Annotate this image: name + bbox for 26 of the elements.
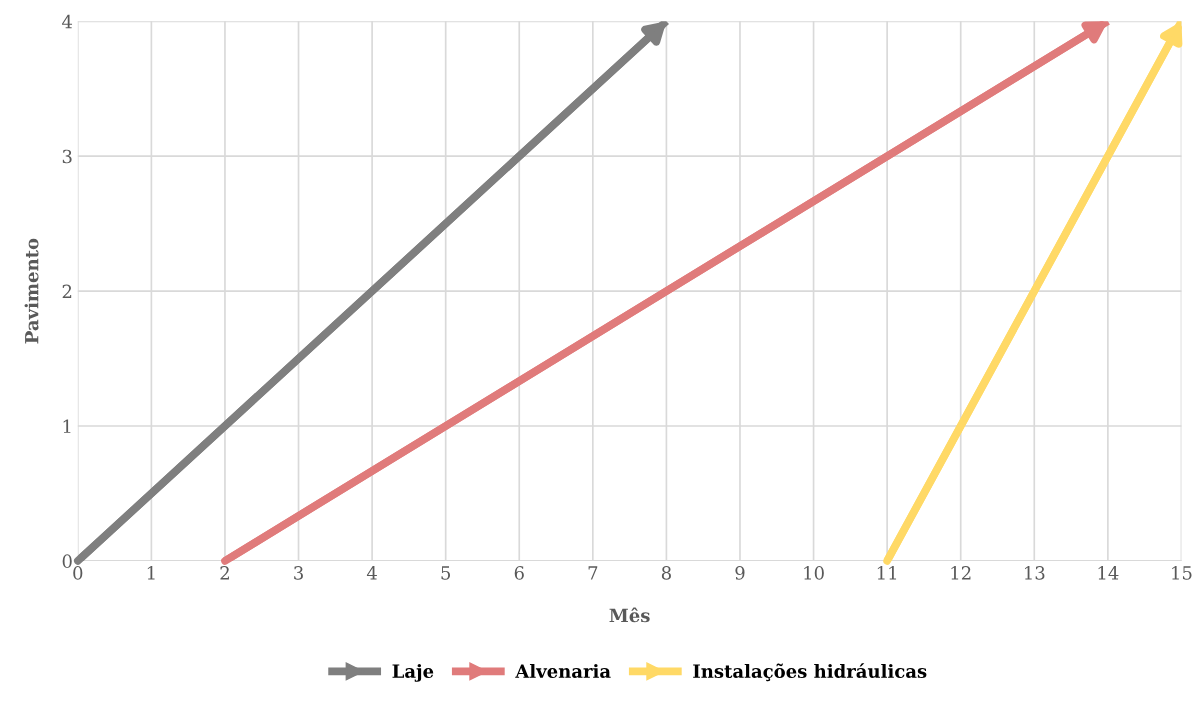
x-tick-label: 12 (951, 566, 971, 580)
y-axis-title: Pavimento (24, 238, 39, 344)
x-tick-label: 13 (1025, 566, 1045, 580)
x-tick-label: 11 (877, 566, 897, 580)
x-tick-label: 14 (1098, 566, 1119, 580)
y-tick-label: 3 (62, 149, 72, 164)
legend-label: Laje (392, 663, 434, 682)
x-tick-label: 2 (220, 566, 229, 580)
x-tick-label: 8 (661, 566, 671, 580)
x-tick-label: 0 (73, 566, 83, 580)
x-axis-title: Mês (609, 607, 650, 623)
x-tick-label: 7 (588, 566, 598, 580)
y-tick-label: 4 (62, 14, 73, 29)
y-tick-label: 1 (63, 419, 71, 433)
legend-label: Alvenaria (515, 663, 611, 678)
x-tick-label: 15 (1172, 566, 1192, 580)
legend-label: Instalações hidráulicas (693, 663, 927, 682)
x-tick-label: 4 (366, 566, 377, 580)
x-tick-label: 3 (294, 566, 303, 580)
x-tick-label: 6 (514, 566, 524, 580)
y-tick-label: 0 (62, 554, 72, 569)
x-tick-label: 10 (804, 566, 824, 580)
x-tick-label: 9 (735, 566, 745, 580)
y-tick-label: 2 (62, 284, 72, 298)
x-tick-label: 5 (441, 566, 451, 580)
x-tick-label: 1 (147, 566, 155, 580)
